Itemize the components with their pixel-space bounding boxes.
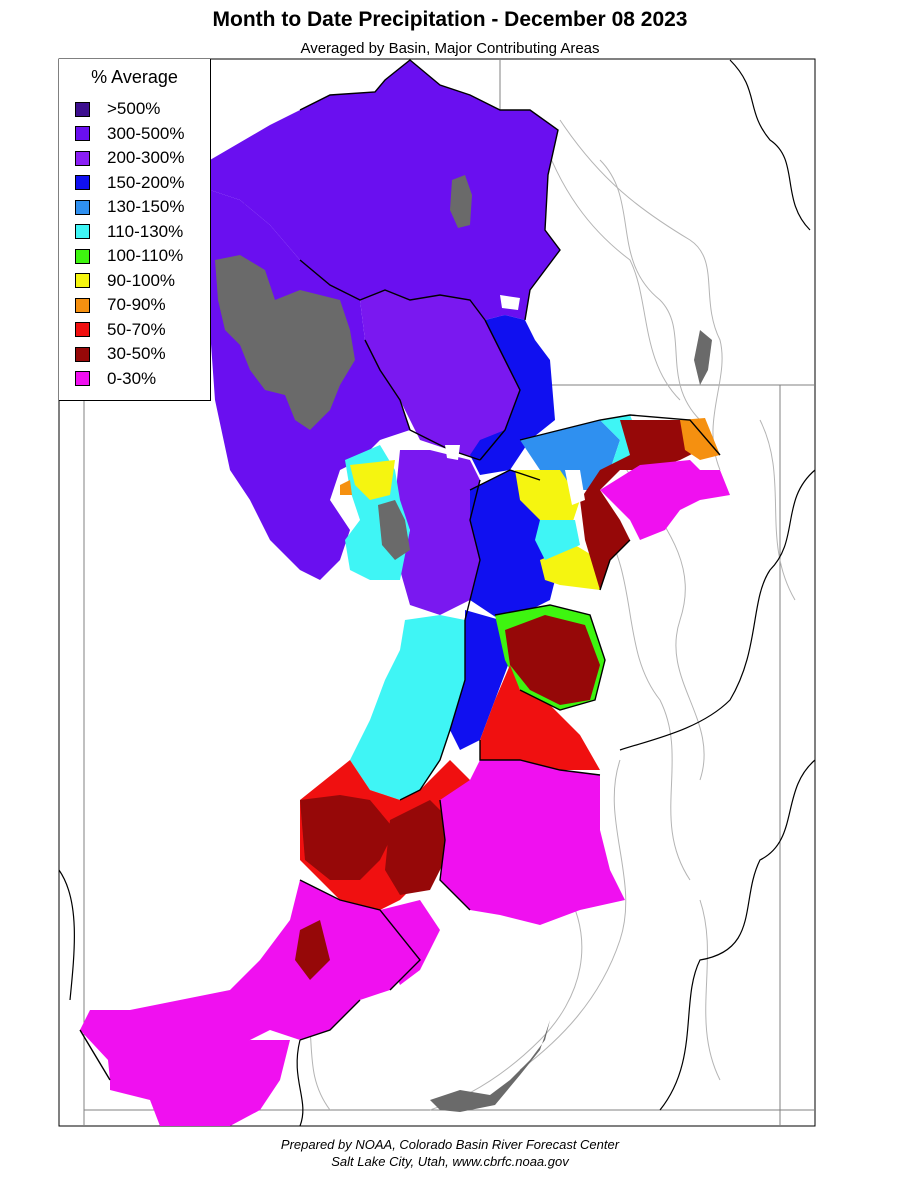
legend-item: 70-90% [75, 293, 185, 318]
basin-duchesne [360, 290, 520, 460]
lakes [215, 175, 712, 1112]
legend-label: 90-100% [107, 270, 176, 290]
basin-yellow-se [540, 545, 600, 590]
footer-credit: Prepared by NOAA, Colorado Basin River F… [280, 1137, 620, 1152]
bear-lake [450, 175, 472, 228]
legend-label: 100-110% [107, 246, 184, 266]
legend-item: 30-50% [75, 342, 185, 367]
basin-magenta-lower [110, 1040, 290, 1126]
basin-magenta-southwest [80, 880, 420, 1080]
legend-swatch [75, 346, 90, 362]
basin-darkred-s [385, 800, 450, 895]
legend-list: >500% 300-500% 200-300% 150-200% 130-150% 110… [75, 97, 185, 391]
basin-outlines [79, 59, 721, 1081]
legend-label: 130-150% [107, 197, 185, 217]
basin-magenta-southeast-strip [380, 900, 440, 985]
legend-label: 50-70% [107, 319, 166, 339]
basin-yellow-west [350, 460, 395, 500]
legend-item: 110-130% [75, 220, 185, 245]
legend-item: 50-70% [75, 318, 185, 343]
basin-upper-green [210, 60, 560, 320]
basin-yellow-ne [515, 470, 580, 530]
legend-swatch [75, 224, 90, 240]
footer: Prepared by NOAA, Colorado Basin River F… [0, 1136, 900, 1170]
legend-item: 300-500% [75, 122, 185, 147]
legend-swatch [75, 297, 90, 313]
legend-item: 100-110% [75, 244, 185, 269]
lake-powell [430, 1020, 550, 1112]
basin-red-center [480, 665, 600, 770]
basin-darkred-east [505, 615, 600, 705]
map-title: Month to Date Precipitation - December 0… [212, 8, 688, 31]
legend-label: 70-90% [107, 295, 166, 315]
legend-item: 90-100% [75, 269, 185, 294]
legend-swatch [75, 322, 90, 338]
legend-swatch [75, 126, 90, 142]
legend-swatch [75, 248, 90, 264]
legend-label: >500% [107, 99, 161, 119]
basin-sevier-cyan [350, 615, 465, 800]
basin-cyan-mid [535, 520, 580, 560]
utah-lake [378, 500, 410, 560]
legend-swatch [75, 150, 90, 166]
flaming-gorge [694, 330, 712, 385]
legend-item: 130-150% [75, 195, 185, 220]
basin-darkred-sw [300, 795, 395, 880]
basin-darkred-pocket [295, 920, 330, 980]
legend-label: 200-300% [107, 148, 185, 168]
great-salt-lake [215, 255, 355, 430]
map-subtitle: Averaged by Basin, Major Contributing Ar… [300, 40, 600, 57]
legend-item: >500% [75, 97, 185, 122]
legend-item: 200-300% [75, 146, 185, 171]
legend-label: 30-50% [107, 344, 166, 364]
legend-label: 110-130% [107, 221, 184, 241]
basin-orange-west [340, 480, 352, 495]
legend-label: 0-30% [107, 368, 157, 388]
legend: % Average >500% 300-500% 200-300% 150-200% 1… [59, 59, 211, 401]
basins [80, 60, 730, 1126]
legend-item: 0-30% [75, 367, 185, 392]
basin-orange-ne [680, 418, 720, 460]
legend-swatch [75, 371, 90, 387]
legend-swatch [75, 199, 90, 215]
legend-swatch [75, 273, 90, 289]
footer-location: Salt Lake City, Utah, www.cbrfc.noaa.gov [331, 1154, 569, 1169]
basin-provo [395, 450, 480, 615]
basin-yampa-blue [470, 315, 555, 475]
map-frame [58, 58, 816, 1127]
county-lines [58, 59, 816, 1127]
basin-magenta-south [440, 760, 625, 925]
legend-item: 150-200% [75, 171, 185, 196]
legend-title: % Average [91, 67, 178, 87]
no-data-patches [445, 295, 585, 505]
legend-swatch [75, 175, 90, 191]
legend-label: 150-200% [107, 172, 185, 192]
legend-label: 300-500% [107, 123, 185, 143]
legend-swatch [75, 101, 90, 117]
basin-magenta-ne [600, 460, 730, 540]
